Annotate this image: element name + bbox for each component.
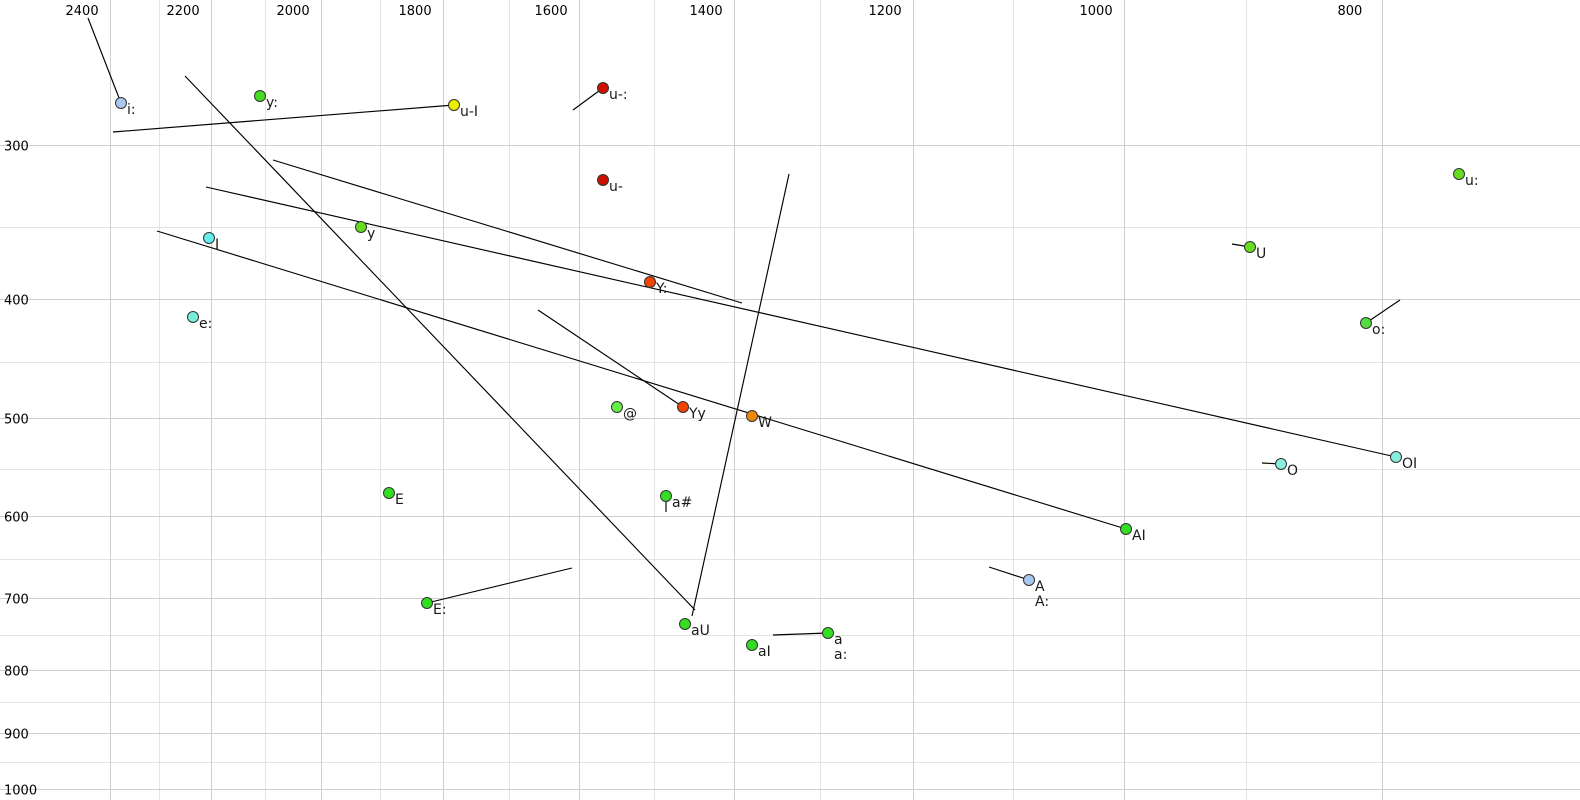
vowel-label-u: u-: — [609, 87, 628, 103]
vowel-label-y: y — [367, 226, 375, 242]
vowel-point-I[interactable] — [203, 232, 215, 244]
vowel-point-i[interactable] — [115, 97, 127, 109]
vowel-point-E[interactable] — [383, 487, 395, 499]
trajectory-lines — [87, 17, 1401, 636]
vowel-label-A: A — [1035, 579, 1045, 595]
trajectory-line — [988, 566, 1030, 581]
vowel-label-a: a: — [834, 647, 847, 663]
trajectory-line — [572, 87, 604, 111]
vowel-point-a[interactable] — [660, 490, 672, 502]
vowel-point-e[interactable] — [187, 311, 199, 323]
trajectory-line — [426, 567, 573, 604]
vowel-label-E: E — [395, 492, 404, 508]
y-tick-label: 600 — [4, 511, 29, 526]
trajectory-line — [1365, 299, 1401, 324]
vowel-point-U[interactable] — [1244, 241, 1256, 253]
y-tick-label: 700 — [4, 593, 29, 608]
vowel-label-o: o: — [1372, 322, 1385, 338]
vowel-point-y[interactable] — [254, 90, 266, 102]
vowel-label-uI: u-I — [460, 104, 478, 120]
vowel-point-Yy[interactable] — [677, 401, 689, 413]
vowel-point-aU[interactable] — [679, 618, 691, 630]
vowel-label-AI: AI — [1132, 528, 1146, 544]
vowel-label-OI: OI — [1402, 456, 1417, 472]
x-tick-label: 1000 — [1080, 4, 1113, 19]
vowel-point-[interactable] — [611, 401, 623, 413]
trajectory-line — [184, 75, 696, 611]
vowel-point-uI[interactable] — [448, 99, 460, 111]
vowel-point-W[interactable] — [746, 410, 758, 422]
vowel-label-E: E: — [433, 602, 447, 618]
vowel-point-E[interactable] — [421, 597, 433, 609]
vowel-label-W: W — [758, 415, 772, 431]
vowel-label-i: i: — [127, 102, 136, 118]
trajectory-line — [156, 230, 1127, 530]
x-tick-label: 800 — [1338, 4, 1363, 19]
trajectory-line — [205, 186, 1397, 458]
vowel-point-OI[interactable] — [1390, 451, 1402, 463]
vowel-label-u: u- — [609, 179, 623, 195]
vowel-label-a: a# — [672, 495, 692, 511]
x-tick-label: 2000 — [277, 4, 310, 19]
x-axis-tick-labels: 2400 2200 2000 1800 1600 1400 1200 1000 800 — [66, 4, 1363, 19]
y-tick-label: 800 — [4, 665, 29, 680]
vowel-label-: @ — [623, 406, 637, 422]
trajectory-line — [112, 104, 455, 133]
trajectory-line — [537, 309, 684, 408]
vowel-point-aI[interactable] — [746, 639, 758, 651]
trajectory-line — [691, 173, 790, 617]
vowel-label-O: O — [1287, 463, 1298, 479]
vowel-label-Yy: Yy — [688, 406, 706, 422]
vowel-point-o[interactable] — [1360, 317, 1372, 329]
x-tick-label: 2400 — [66, 4, 99, 19]
y-tick-label: 500 — [4, 413, 29, 428]
y-axis-tick-labels: 300 400 500 600 700 800 900 1000 — [4, 140, 37, 799]
vowel-label-I: I — [215, 237, 219, 253]
vowel-point-a[interactable] — [822, 627, 834, 639]
data-points[interactable]: i: y: u-I u-: u-u: Iy Ue: Y: o: @ Yy W O OI E a# AI AA: E:… — [115, 82, 1479, 664]
trajectory-line — [87, 17, 122, 104]
y-tick-label: 300 — [4, 140, 29, 155]
x-tick-label: 1800 — [399, 4, 432, 19]
vowel-label-y: y: — [266, 95, 278, 111]
vowel-point-u[interactable] — [1453, 168, 1465, 180]
vowel-label-u: u: — [1465, 173, 1479, 189]
vowel-label-A: A: — [1035, 594, 1049, 610]
vowel-label-Y: Y: — [655, 281, 667, 297]
vowel-point-A[interactable] — [1023, 574, 1035, 586]
vowel-label-e: e: — [199, 316, 212, 332]
y-tick-label: 900 — [4, 728, 29, 743]
x-tick-label: 1200 — [869, 4, 902, 19]
vowel-label-a: a — [834, 632, 843, 648]
vowel-point-u[interactable] — [597, 174, 609, 186]
vowel-label-aU: aU — [691, 623, 710, 639]
vowel-point-AI[interactable] — [1120, 523, 1132, 535]
x-tick-label: 2200 — [167, 4, 200, 19]
trajectory-line — [272, 159, 743, 304]
vowel-label-aI: aI — [758, 644, 771, 660]
y-tick-label: 400 — [4, 294, 29, 309]
vowel-point-y[interactable] — [355, 221, 367, 233]
vowel-label-U: U — [1256, 246, 1266, 262]
trajectory-line — [772, 632, 829, 636]
x-tick-label: 1400 — [690, 4, 723, 19]
vowel-point-u[interactable] — [597, 82, 609, 94]
y-tick-label: 1000 — [4, 784, 37, 799]
x-tick-label: 1600 — [535, 4, 568, 19]
vowel-point-O[interactable] — [1275, 458, 1287, 470]
vowel-point-Y[interactable] — [644, 276, 656, 288]
